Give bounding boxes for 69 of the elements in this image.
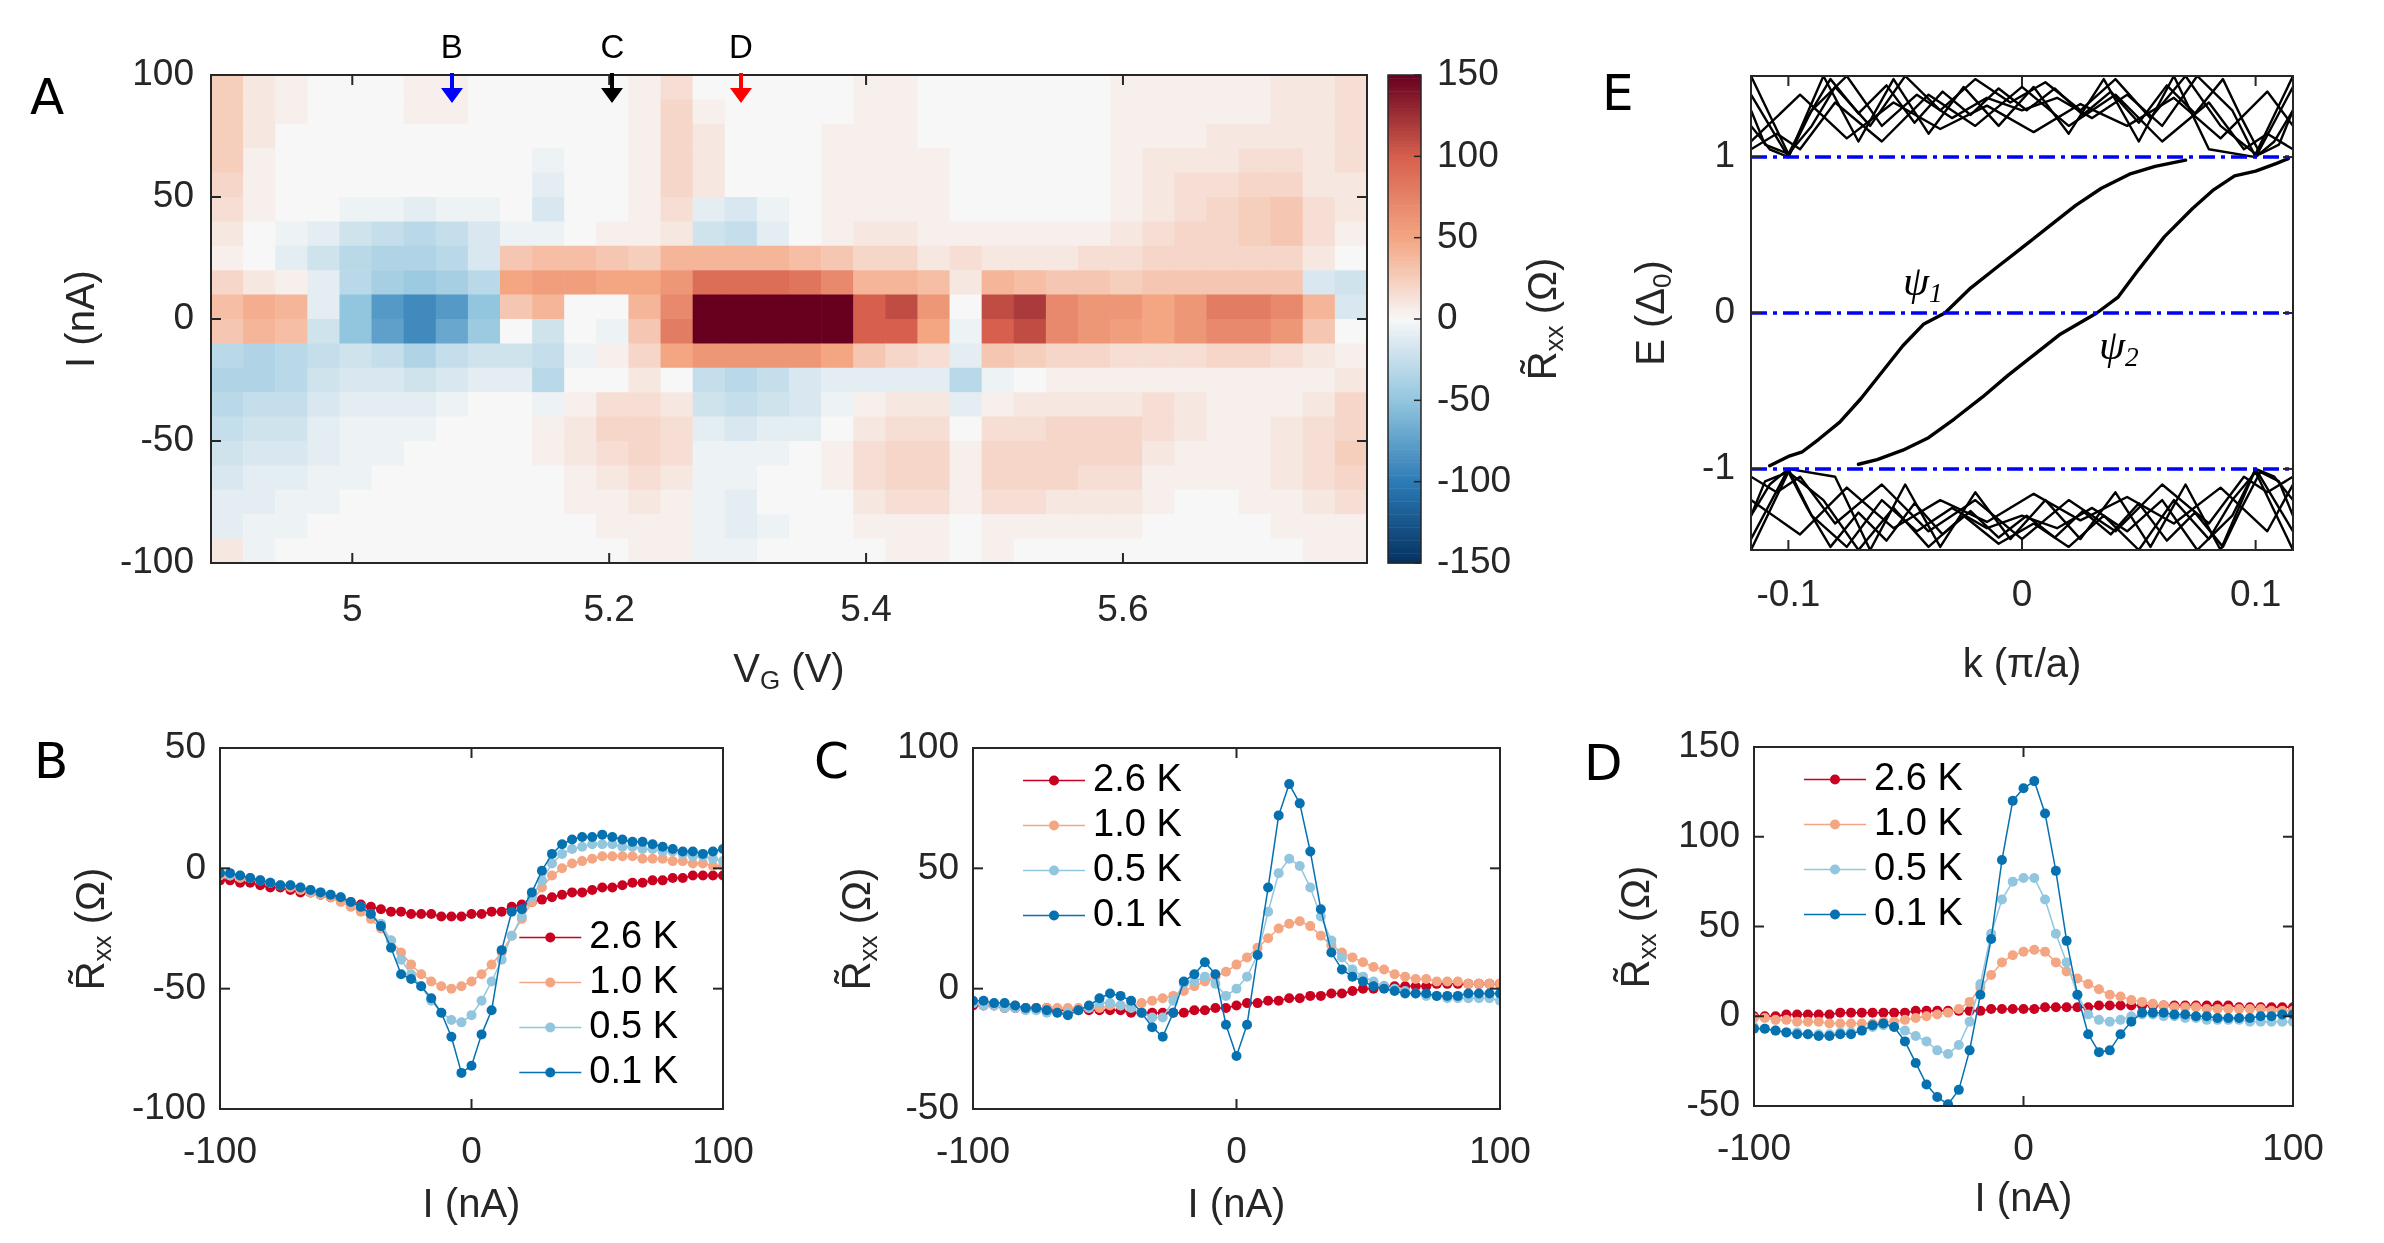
y-tick-label: 100 [1678,813,1740,855]
y-tick-label: 100 [897,725,959,767]
legend-label: 0.1 K [1874,890,1963,933]
y-tick-label: -50 [905,1086,959,1128]
chart-title: D [1584,734,1623,792]
series-label: ψ$_{1}$ [1903,258,1943,308]
x-tick-label: -0.1 [1756,573,1821,615]
y-tick-label: 0 [173,296,194,338]
legend-label: 1.0 K [589,958,679,1001]
x-axis-title: I (nA) [1187,1181,1286,1225]
legend-label: 0.1 K [1093,891,1182,934]
y-tick-label: 0 [185,845,206,887]
y-tick-label: 50 [164,725,206,767]
x-tick-label: 0 [2013,1127,2034,1169]
chart-title: C [814,732,849,790]
y-tick-label: 50 [917,845,959,887]
color-bar-label: 150 [1437,52,1499,94]
y-tick-label: 0 [1719,993,1740,1035]
series-label: ψ$_{2}$ [2098,322,2139,372]
x-tick-label: 100 [1469,1130,1531,1172]
color-bar-label: -150 [1437,540,1512,582]
y-tick-label: -50 [140,418,194,460]
x-tick-label: 0 [461,1130,482,1172]
y-tick-label: 100 [132,52,194,94]
x-tick-label: 5.2 [583,588,635,630]
y-tick-label: 0 [1714,290,1735,332]
legend-label: 0.1 K [589,1048,679,1091]
legend-label: 2.6 K [589,913,679,956]
legend-label: 2.6 K [1093,756,1182,799]
y-tick-label: -50 [1686,1083,1740,1125]
x-axis-title: k (π/a) [1962,641,2082,685]
legend-label: 1.0 K [1874,800,1963,843]
x-tick-label: 0.1 [2229,573,2282,615]
chart-title: A [30,68,65,126]
x-tick-label: 100 [2262,1127,2324,1169]
x-axis-title: I (nA) [422,1181,521,1225]
chart-title: B [34,732,69,790]
legend-label: 2.6 K [1874,755,1963,798]
y-tick-label: -1 [1702,446,1735,488]
x-tick-label: 100 [692,1130,754,1172]
color-bar-label: -100 [1437,458,1512,500]
y-axis-title: I (nA) [58,270,102,368]
y-tick-label: 1 [1714,134,1735,176]
legend-label: 0.5 K [589,1003,679,1046]
y-tick-label: -100 [131,1086,206,1128]
legend-label: 0.5 K [1874,845,1963,888]
legend-label: 1.0 K [1093,801,1182,844]
annotation: D [728,27,753,65]
x-tick-label: 5 [342,588,363,630]
y-tick-label: 150 [1678,724,1740,766]
color-bar-label: 0 [1437,296,1458,338]
annotation: C [600,27,625,65]
y-tick-label: -50 [152,965,206,1007]
x-tick-label: 0 [2011,573,2033,615]
x-axis-title: I (nA) [1974,1175,2073,1219]
y-tick-label: 50 [1698,903,1740,945]
legend-label: 0.5 K [1093,846,1182,889]
annotation: B [440,27,463,65]
y-tick-label: 50 [152,174,194,216]
x-tick-label: 5.6 [1097,588,1149,630]
chart-title: E [1602,64,1634,122]
x-tick-label: 5.4 [840,588,892,630]
x-axis-title: V$_{G}$ (V) [733,646,845,695]
color-bar-label: -50 [1437,377,1491,419]
y-tick-label: -100 [119,540,194,582]
y-tick-label: 0 [938,965,959,1007]
color-bar-label: 100 [1437,133,1499,175]
x-tick-label: 0 [1226,1130,1247,1172]
color-bar-label: 50 [1437,214,1479,256]
